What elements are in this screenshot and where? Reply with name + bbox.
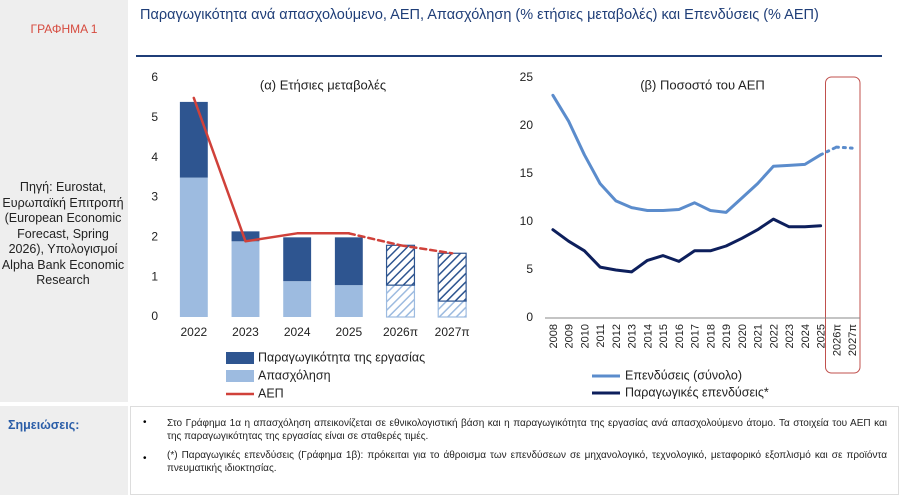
legend-label: Απασχόληση: [258, 368, 331, 382]
source: Πηγή: Eurostat, Ευρωπαϊκή Επιτροπή (Euro…: [1, 180, 125, 287]
line: [551, 217, 823, 274]
legend-label: ΑΕΠ: [258, 386, 284, 400]
chart-title: (α) Ετήσιες μεταβολές: [260, 77, 386, 92]
x-tick-label: 2023: [232, 325, 259, 339]
line: [399, 244, 454, 255]
x-tick-label: 2022: [768, 324, 780, 348]
legend-swatch: [226, 352, 254, 364]
bar: [437, 252, 467, 302]
bar: [385, 244, 416, 286]
bar: [437, 300, 467, 318]
x-tick-label: 2021: [753, 324, 765, 348]
x-tick-label: 2023: [784, 324, 796, 348]
x-tick-label: 2025: [816, 324, 828, 348]
x-tick-label: 2009: [564, 324, 576, 348]
forecast-join: [347, 232, 402, 247]
x-tick-label: 2026π: [383, 325, 418, 339]
notes: • Στο Γράφημα 1α η απασχόληση απεικονίζε…: [130, 406, 899, 495]
x-tick-label: 2010: [579, 324, 591, 348]
bar: [334, 237, 363, 286]
x-tick-label: 2008: [548, 324, 560, 348]
legend-label: Επενδύσεις (σύνολο): [625, 368, 742, 382]
legend-swatch: [226, 370, 254, 382]
x-tick-label: 2012: [611, 324, 623, 348]
y-tick-label: 5: [151, 110, 158, 124]
y-tick-label: 0: [151, 309, 158, 323]
bar: [385, 284, 416, 318]
x-tick-label: 2027π: [847, 324, 859, 356]
bar: [179, 101, 208, 178]
x-tick-label: 2027π: [435, 325, 470, 339]
x-tick-label: 2020: [737, 324, 749, 348]
y-tick-label: 5: [526, 262, 533, 276]
x-tick-label: 2017: [690, 324, 702, 348]
bar: [283, 237, 312, 282]
x-tick-label: 2024: [284, 325, 311, 339]
y-tick-label: 3: [151, 190, 158, 204]
x-tick-label: 2016: [674, 324, 686, 348]
y-tick-label: 20: [520, 118, 534, 132]
note: (*) Παραγωγικές επενδύσεις (Γράφημα 1β):…: [167, 450, 887, 474]
forecast-join: [819, 145, 838, 157]
figure-label: ΓΡΑΦΗΜΑ 1: [30, 22, 98, 36]
y-tick-label: 6: [151, 70, 158, 84]
forecast-box: [825, 76, 861, 374]
bar: [283, 281, 312, 317]
x-tick-label: 2022: [180, 325, 207, 339]
notes-heading: Σημειώσεις:: [8, 418, 80, 432]
line: [192, 96, 351, 243]
bullet: •: [143, 453, 147, 464]
x-tick-label: 2026π: [831, 324, 843, 356]
y-tick-label: 4: [151, 150, 158, 164]
chart-title: (β) Ποσοστό του ΑΕΠ: [640, 77, 765, 92]
x-tick-label: 2018: [705, 324, 717, 348]
legend-label: Παραγωγικότητα της εργασίας: [258, 350, 425, 364]
figure-title: Παραγωγικότητα ανά απασχολούμενο, ΑΕΠ, Α…: [140, 7, 819, 23]
x-tick-label: 2013: [627, 324, 639, 348]
bar: [231, 241, 260, 317]
y-tick-label: 0: [526, 310, 533, 324]
x-tick-label: 2011: [595, 324, 607, 348]
x-tick-label: 2025: [335, 325, 362, 339]
y-tick-label: 1: [151, 269, 158, 283]
x-tick-label: 2019: [721, 324, 733, 348]
note: Στο Γράφημα 1α η απασχόληση απεικονίζετα…: [167, 418, 887, 442]
line: [834, 145, 854, 150]
legend-label: Παραγωγικές επενδύσεις*: [625, 385, 769, 399]
y-tick-label: 15: [520, 166, 534, 180]
bar: [179, 177, 208, 317]
bar: [231, 231, 260, 242]
line: [551, 93, 823, 214]
title-rule: [136, 55, 882, 57]
bullet: •: [143, 417, 147, 428]
bar: [334, 285, 363, 317]
side-panel: [0, 0, 128, 402]
x-tick-label: 2024: [800, 324, 812, 348]
x-tick-label: 2014: [642, 324, 654, 348]
y-tick-label: 2: [151, 230, 158, 244]
charts: (α) Ετήσιες μεταβολές 0 1 2 3 4 5 6 2022 2023 2024…: [151, 70, 861, 400]
y-tick-label: 25: [520, 70, 534, 84]
y-tick-label: 10: [520, 214, 534, 228]
x-tick-label: 2015: [658, 324, 670, 348]
notes-panel: [0, 406, 128, 495]
